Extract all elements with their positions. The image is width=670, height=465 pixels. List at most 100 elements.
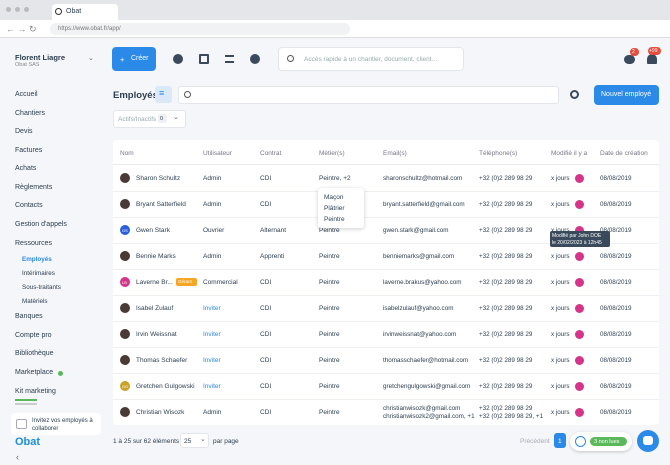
nav-item[interactable]: Bibliothèque (15, 350, 54, 358)
company-name: Obat SAS (15, 62, 40, 68)
user-role[interactable]: Inviter (203, 305, 221, 312)
subnav-item[interactable]: Employés (22, 256, 52, 263)
tab-bar (0, 0, 670, 20)
modified-by[interactable] (575, 226, 584, 235)
new-employee-button[interactable] (594, 85, 659, 105)
employee-name[interactable]: Irvin Weissnat (136, 331, 177, 338)
notifications-icon[interactable] (647, 54, 657, 64)
contract: CDI (260, 331, 272, 338)
create-button[interactable] (112, 47, 156, 71)
tag: Gérant (178, 279, 192, 284)
modified: x jours (551, 357, 570, 364)
trade-option[interactable]: Peintre (324, 216, 345, 223)
avatar-initials: GS (122, 228, 128, 233)
url-field[interactable] (50, 23, 350, 35)
nav-item[interactable]: Achats (15, 165, 37, 172)
phone: +32 (0)2 289 98 29 (479, 383, 533, 390)
calendar-icon[interactable] (199, 54, 209, 64)
stats-icon[interactable] (173, 54, 183, 64)
nav-item[interactable]: Ressources (15, 240, 52, 247)
user-role[interactable]: Inviter (203, 383, 221, 390)
nav-item[interactable]: Marketplace (15, 369, 54, 377)
nav-buttons[interactable]: ← → ↻ (6, 24, 37, 34)
row-divider (113, 191, 659, 192)
employee-search[interactable] (178, 86, 559, 104)
list-icon[interactable] (225, 55, 234, 63)
email: benniemarks@gmail.com (383, 253, 455, 260)
modified-by[interactable] (575, 382, 584, 391)
messages-badge-bg (630, 48, 639, 56)
employee-name[interactable]: Laverne Br... (136, 279, 173, 286)
unread-bg (590, 437, 627, 446)
user-role[interactable]: Inviter (203, 357, 221, 364)
email: bryant.satterfield@gmail.com (383, 201, 465, 208)
nav-item[interactable]: Contacts (15, 202, 43, 209)
chevron: ⌄ (200, 436, 206, 443)
phone: +32 (0)2 289 98 29 (479, 227, 533, 234)
settings-icon[interactable] (570, 90, 579, 99)
modified-by[interactable] (575, 356, 584, 365)
trade-option[interactable]: Maçon (324, 194, 344, 201)
modified-by[interactable] (575, 304, 584, 313)
modified-by[interactable] (575, 174, 584, 183)
previous[interactable]: Précédent (520, 438, 550, 445)
nav-item[interactable]: Gestion d'appels (15, 221, 67, 228)
phone: +32 (0)2 289 98 29 (479, 279, 533, 286)
tag-bg (176, 278, 197, 286)
employee-name[interactable]: Sharon Schultz (136, 175, 181, 182)
employee-name[interactable]: Gwen Stark (136, 227, 170, 234)
email: sharonschultz@hotmail.com (383, 175, 463, 182)
status-filter[interactable] (113, 110, 186, 128)
nav-item[interactable]: Factures (15, 147, 43, 154)
row-divider (113, 321, 659, 322)
collapse[interactable]: ‹ (16, 452, 19, 462)
subnav-item[interactable]: Intérimaires (22, 270, 55, 277)
filter-toggle[interactable] (155, 86, 172, 103)
nav-item[interactable]: Compte pro (15, 331, 52, 339)
employee-name[interactable]: Isabel Zulauf (136, 305, 174, 312)
modified-by[interactable] (575, 252, 584, 261)
modified-by[interactable] (575, 278, 584, 287)
nav-item[interactable]: Kit marketing (15, 387, 56, 395)
page-button[interactable] (554, 433, 566, 448)
modified-by[interactable] (575, 408, 584, 417)
row-divider (113, 347, 659, 348)
tab[interactable] (52, 4, 118, 20)
contract: CDI (260, 409, 272, 416)
nav-item[interactable]: Banques (15, 313, 43, 320)
nav-item[interactable]: Accueil (15, 91, 38, 98)
filter-count-bg (158, 114, 167, 123)
chevron: ⌄ (173, 114, 179, 121)
user-role[interactable]: Inviter (203, 331, 221, 338)
row-divider (113, 399, 659, 400)
employee-name[interactable]: Thomas Schaefer (136, 357, 188, 364)
quick-search[interactable] (278, 47, 464, 71)
messages-icon[interactable] (624, 55, 635, 64)
employee-name[interactable]: Christian Wisozk (136, 409, 185, 416)
email: thomasschaefer@hotmail.com (383, 357, 469, 364)
modified: x jours (551, 175, 570, 182)
chevron[interactable]: ⌄ (88, 55, 94, 62)
modified-by[interactable] (575, 200, 584, 209)
contract: CDI (260, 175, 272, 182)
modified-by[interactable] (575, 330, 584, 339)
trade[interactable]: Peintre, +2 (319, 175, 351, 182)
trade-option[interactable]: Plâtrier (324, 205, 345, 212)
url: https://www.obat.fr/app/ (58, 26, 121, 32)
employee-name[interactable]: Gretchen Gulgowski (136, 383, 195, 390)
nav-item[interactable]: Chantiers (15, 110, 45, 117)
nav-item[interactable]: Règlements (15, 184, 53, 191)
employee-name[interactable]: Bryant Satterfield (136, 201, 186, 208)
avatar (120, 173, 130, 183)
contract: CDI (260, 383, 272, 390)
employee-name[interactable]: Bennie Marks (136, 253, 176, 260)
per-page-select[interactable] (180, 433, 209, 448)
subnav-item[interactable]: Sous-traitants (22, 284, 61, 291)
user-name[interactable]: Florent Liagre (15, 53, 66, 62)
subnav-item[interactable]: Matériels (22, 298, 48, 305)
invite-card[interactable] (11, 413, 101, 435)
avatar-initials: GG (122, 384, 129, 389)
avatar (120, 277, 130, 287)
nav-item[interactable]: Devis (15, 128, 33, 135)
clock-icon[interactable] (250, 54, 260, 64)
